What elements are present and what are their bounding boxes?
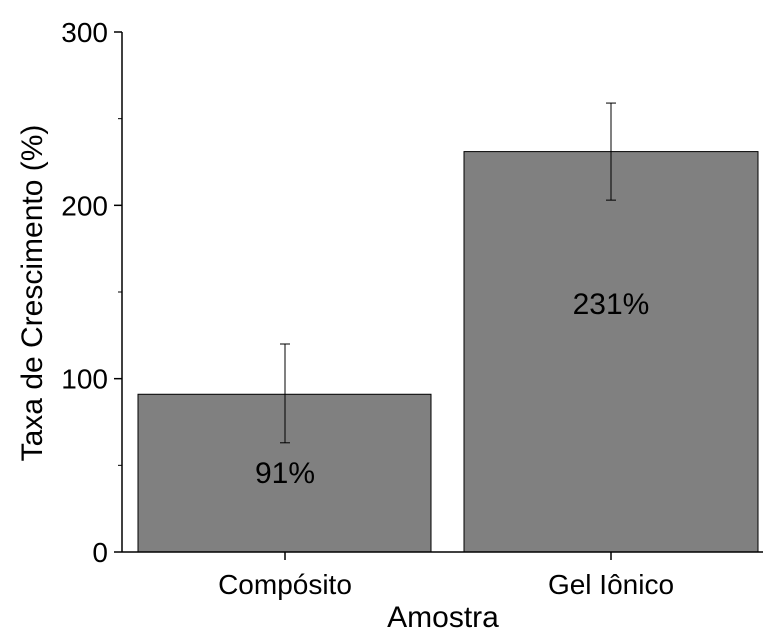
- data-label-1: 91%: [255, 457, 315, 490]
- data-label-2: 231%: [573, 288, 650, 321]
- y-tick-label: 0: [92, 537, 108, 568]
- y-tick-label: 100: [61, 364, 108, 395]
- data-labels-group: 91% 231%: [255, 288, 649, 490]
- y-tick-label: 200: [61, 190, 108, 221]
- y-axis-title: Taxa de Crescimento (%): [16, 125, 49, 462]
- error-bars-group: [280, 102, 616, 444]
- x-axis-title: Amostra: [387, 601, 499, 634]
- axes-group: 0 100 200 300 Compósito Gel Iônico: [61, 17, 763, 600]
- bar-2: [463, 151, 759, 553]
- bars-group: [137, 151, 759, 553]
- y-tick-label: 300: [61, 17, 108, 48]
- x-tick-label: Gel Iônico: [548, 569, 674, 600]
- x-tick-label: Compósito: [218, 569, 352, 600]
